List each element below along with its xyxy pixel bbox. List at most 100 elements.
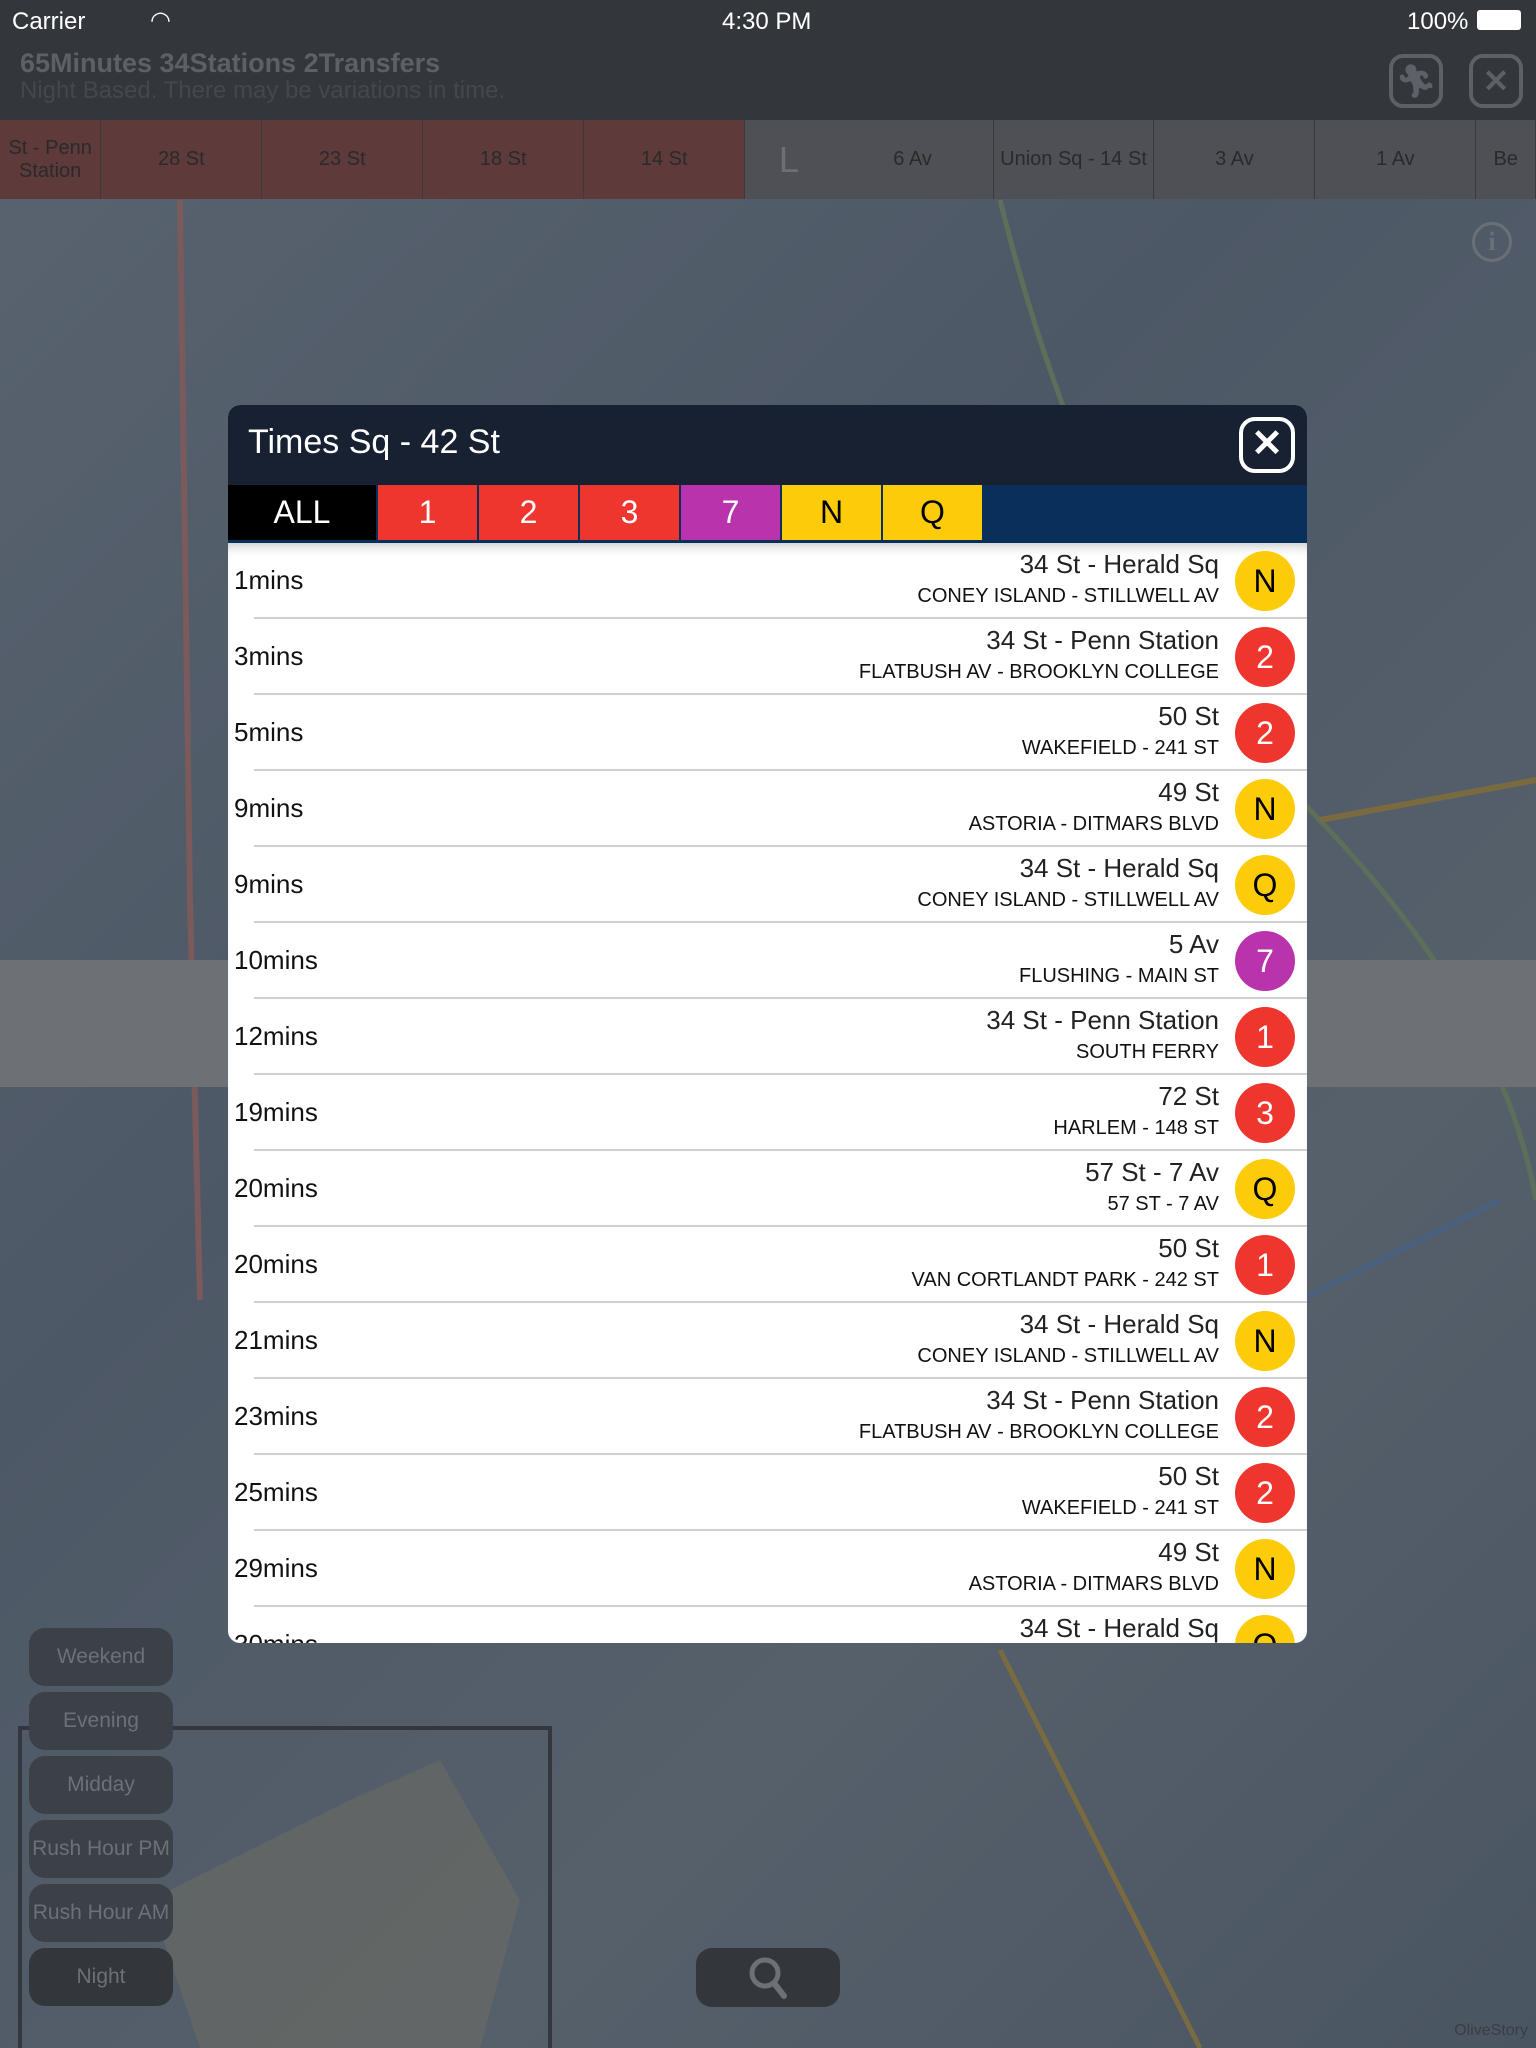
- arrival-station: 49 St: [1158, 1537, 1219, 1567]
- time-mode-night[interactable]: Night: [29, 1948, 173, 2006]
- strip-station[interactable]: 28 St: [101, 120, 263, 199]
- line-badge-icon: N: [1235, 779, 1295, 839]
- arrival-station: 50 St: [1158, 1461, 1219, 1491]
- arrival-destination: FLATBUSH AV - BROOKLYN COLLEGE: [858, 661, 1219, 683]
- strip-station[interactable]: 1 Av: [1315, 120, 1477, 199]
- line-badge-icon: 3: [1235, 1083, 1295, 1143]
- arrival-row[interactable]: 12mins 34 St - Penn Station SOUTH FERRY …: [234, 999, 1307, 1075]
- time-mode-weekend[interactable]: Weekend: [29, 1628, 173, 1686]
- route-summary: 65Minutes 34Stations 2Transfers: [20, 48, 441, 78]
- tab-line-3[interactable]: 3: [580, 485, 681, 540]
- search-icon: [749, 1957, 787, 1999]
- arrival-time: 30mins: [234, 1629, 318, 1643]
- arrival-time: 12mins: [234, 1021, 318, 1051]
- strip-station[interactable]: Be: [1476, 120, 1536, 199]
- arrival-destination: SOUTH FERRY: [1076, 1041, 1219, 1063]
- arrival-destination: HARLEM - 148 ST: [1053, 1117, 1219, 1139]
- arrival-destination: ASTORIA - DITMARS BLVD: [968, 813, 1219, 835]
- wifi-icon: ◠: [150, 7, 171, 34]
- strip-station[interactable]: 18 St: [423, 120, 585, 199]
- walk-button[interactable]: 🏃︎: [1389, 54, 1443, 108]
- time-mode-midday[interactable]: Midday: [29, 1756, 173, 1814]
- time-mode-rush-hour-pm[interactable]: Rush Hour PM: [29, 1820, 173, 1878]
- info-icon[interactable]: i: [1472, 222, 1512, 262]
- arrival-destination: CONEY ISLAND - STILLWELL AV: [917, 585, 1219, 607]
- arrival-destination: VAN CORTLANDT PARK - 242 ST: [911, 1269, 1220, 1291]
- line-badge-icon: Q: [1235, 1159, 1295, 1219]
- arrival-row[interactable]: 9mins 34 St - Herald Sq CONEY ISLAND - S…: [234, 847, 1307, 923]
- arrivals-list[interactable]: 1mins 34 St - Herald Sq CONEY ISLAND - S…: [228, 543, 1307, 1643]
- arrival-time: 21mins: [234, 1325, 318, 1355]
- time-mode-evening[interactable]: Evening: [29, 1692, 173, 1750]
- route-header: 65Minutes 34Stations 2Transfers Night Ba…: [0, 42, 1536, 120]
- arrival-station: 34 St - Penn Station: [986, 1385, 1219, 1415]
- close-icon: ✕: [1251, 423, 1283, 465]
- arrival-time: 3mins: [234, 641, 304, 671]
- station-title: Times Sq - 42 St: [248, 423, 500, 461]
- arrival-row[interactable]: 20mins 50 St VAN CORTLANDT PARK - 242 ST…: [234, 1227, 1307, 1303]
- line-badge-icon: 2: [1235, 1387, 1295, 1447]
- time-mode-rush-hour-am[interactable]: Rush Hour AM: [29, 1884, 173, 1942]
- arrival-destination: FLATBUSH AV - BROOKLYN COLLEGE: [858, 1421, 1219, 1443]
- battery-percent: 100%: [1407, 8, 1469, 35]
- arrival-destination: 57 ST - 7 AV: [1107, 1193, 1219, 1215]
- arrival-row[interactable]: 20mins 57 St - 7 Av 57 ST - 7 AV Q: [234, 1151, 1307, 1227]
- arrival-time: 29mins: [234, 1553, 318, 1583]
- arrival-time: 25mins: [234, 1477, 318, 1507]
- arrival-row[interactable]: 30mins 34 St - Herald Sq Q: [234, 1607, 1307, 1643]
- tab-line-7[interactable]: 7: [681, 485, 782, 540]
- arrival-row[interactable]: 10mins 5 Av FLUSHING - MAIN ST 7: [234, 923, 1307, 999]
- clock: 4:30 PM: [722, 8, 812, 35]
- arrival-time: 1mins: [234, 565, 304, 595]
- arrival-row[interactable]: 19mins 72 St HARLEM - 148 ST 3: [234, 1075, 1307, 1151]
- arrival-station: 34 St - Penn Station: [986, 1005, 1219, 1035]
- arrival-row[interactable]: 21mins 34 St - Herald Sq CONEY ISLAND - …: [234, 1303, 1307, 1379]
- arrival-station: 34 St - Penn Station: [986, 625, 1219, 655]
- close-route-button[interactable]: ✕: [1469, 54, 1523, 108]
- popup-close-button[interactable]: ✕: [1239, 417, 1295, 473]
- line-badge-icon: 2: [1235, 1463, 1295, 1523]
- arrival-station: 49 St: [1158, 777, 1219, 807]
- arrival-row[interactable]: 3mins 34 St - Penn Station FLATBUSH AV -…: [234, 619, 1307, 695]
- station-arrivals-popup: Times Sq - 42 St ✕ ALL 1 2 3 7 N Q 1mins 34 St…: [228, 405, 1307, 1643]
- battery-icon: [1477, 10, 1521, 30]
- arrival-row[interactable]: 23mins 34 St - Penn Station FLATBUSH AV …: [234, 1379, 1307, 1455]
- line-badge-icon: Q: [1235, 1615, 1295, 1643]
- tab-line-q[interactable]: Q: [883, 485, 984, 540]
- arrival-time: 20mins: [234, 1249, 318, 1279]
- tab-line-all[interactable]: ALL: [228, 485, 378, 540]
- route-station-strip[interactable]: St - Penn Station 28 St 23 St 18 St 14 S…: [0, 120, 1536, 199]
- arrival-station: 57 St - 7 Av: [1085, 1157, 1219, 1187]
- arrival-time: 5mins: [234, 717, 304, 747]
- strip-station[interactable]: St - Penn Station: [0, 120, 102, 199]
- arrival-row[interactable]: 9mins 49 St ASTORIA - DITMARS BLVD N: [234, 771, 1307, 847]
- arrival-station: 34 St - Herald Sq: [1019, 549, 1219, 579]
- line-badge-icon: 2: [1235, 627, 1295, 687]
- line-badge-icon: N: [1235, 1311, 1295, 1371]
- line-badge-icon: 1: [1235, 1235, 1295, 1295]
- strip-station[interactable]: 6 Av: [832, 120, 994, 199]
- arrival-time: 20mins: [234, 1173, 318, 1203]
- arrival-destination: WAKEFIELD - 241 ST: [1021, 1497, 1219, 1519]
- strip-station[interactable]: Union Sq - 14 St: [993, 120, 1155, 199]
- arrival-row[interactable]: 25mins 50 St WAKEFIELD - 241 ST 2: [234, 1455, 1307, 1531]
- strip-station[interactable]: 3 Av: [1154, 120, 1316, 199]
- tab-line-n[interactable]: N: [782, 485, 883, 540]
- route-note: Night Based. There may be variations in …: [20, 77, 506, 104]
- line-badge-icon: 7: [1235, 931, 1295, 991]
- tab-line-1[interactable]: 1: [378, 485, 479, 540]
- arrival-destination: CONEY ISLAND - STILLWELL AV: [917, 1345, 1219, 1367]
- credit-label: OliveStory: [1454, 2022, 1528, 2039]
- strip-station[interactable]: 23 St: [262, 120, 424, 199]
- arrival-row[interactable]: 5mins 50 St WAKEFIELD - 241 ST 2: [234, 695, 1307, 771]
- line-badge-icon: N: [1235, 551, 1295, 611]
- strip-station[interactable]: 14 St: [584, 120, 746, 199]
- walking-person-icon: 🏃︎: [1395, 63, 1437, 99]
- arrival-station: 34 St - Herald Sq: [1019, 1309, 1219, 1339]
- arrival-row[interactable]: 1mins 34 St - Herald Sq CONEY ISLAND - S…: [234, 543, 1307, 619]
- tab-line-2[interactable]: 2: [479, 485, 580, 540]
- arrival-row[interactable]: 29mins 49 St ASTORIA - DITMARS BLVD N: [234, 1531, 1307, 1607]
- arrival-time: 9mins: [234, 869, 304, 899]
- arrival-destination: ASTORIA - DITMARS BLVD: [968, 1573, 1219, 1595]
- search-button[interactable]: [696, 1948, 840, 2007]
